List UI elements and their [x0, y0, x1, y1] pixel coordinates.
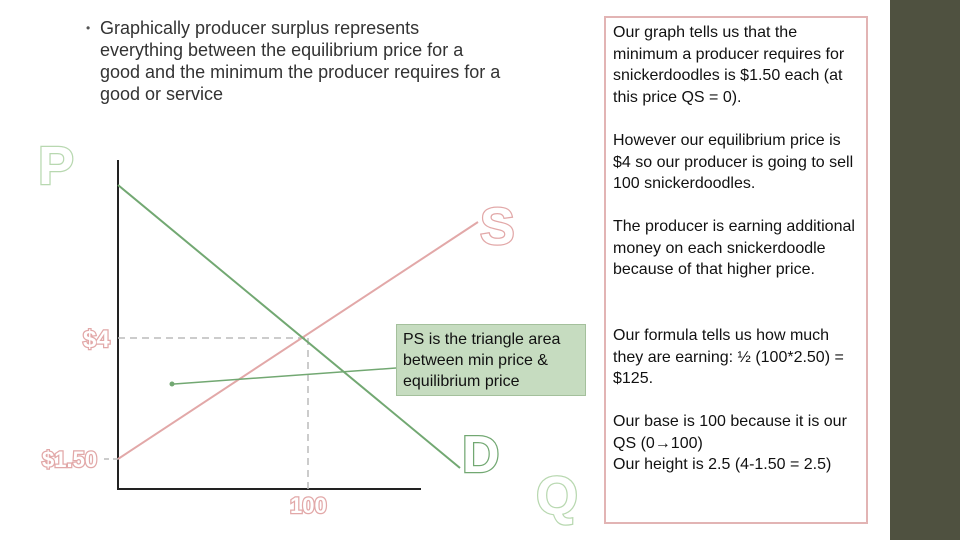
- callout-pointer-dot: [169, 381, 175, 387]
- panel-paragraph: Our height is 2.5 (4-1.50 = 2.5): [613, 456, 832, 473]
- quantity-axis-label: Q: [536, 466, 578, 526]
- panel-paragraph: The producer is earning additional money…: [613, 218, 855, 279]
- panel-paragraph: However our equilibrium price is $4 so o…: [613, 132, 854, 193]
- equilibrium-quantity-label: 100: [290, 493, 327, 518]
- bullet-text: Graphically producer surplus represents …: [100, 18, 501, 104]
- explanation-panel: Our graph tells us that the minimum a pr…: [604, 16, 868, 524]
- demand-label: D: [462, 426, 500, 484]
- price-axis-label: P: [38, 136, 74, 196]
- bullet-marker: •: [86, 21, 91, 35]
- supply-curve: [117, 221, 479, 460]
- panel-paragraph: Our graph tells us that the minimum a pr…: [613, 24, 845, 106]
- panel-paragraph: Our formula tells us how much they are e…: [613, 327, 844, 388]
- supply-label: S: [480, 198, 515, 256]
- bullet-point: • Graphically producer surplus represent…: [86, 17, 506, 105]
- demand-curve: [117, 184, 461, 469]
- decorative-sidebar: [890, 0, 960, 540]
- producer-surplus-callout: PS is the triangle area between min pric…: [396, 324, 586, 396]
- equilibrium-price-label: $4: [83, 326, 110, 353]
- min-price-label: $1.50: [42, 447, 97, 472]
- supply-demand-graph: P S D Q $4 $1.50 100: [37, 135, 580, 528]
- callout-pointer: [173, 367, 397, 385]
- panel-paragraph: Our base is 100 because it is our QS (0→…: [613, 413, 847, 452]
